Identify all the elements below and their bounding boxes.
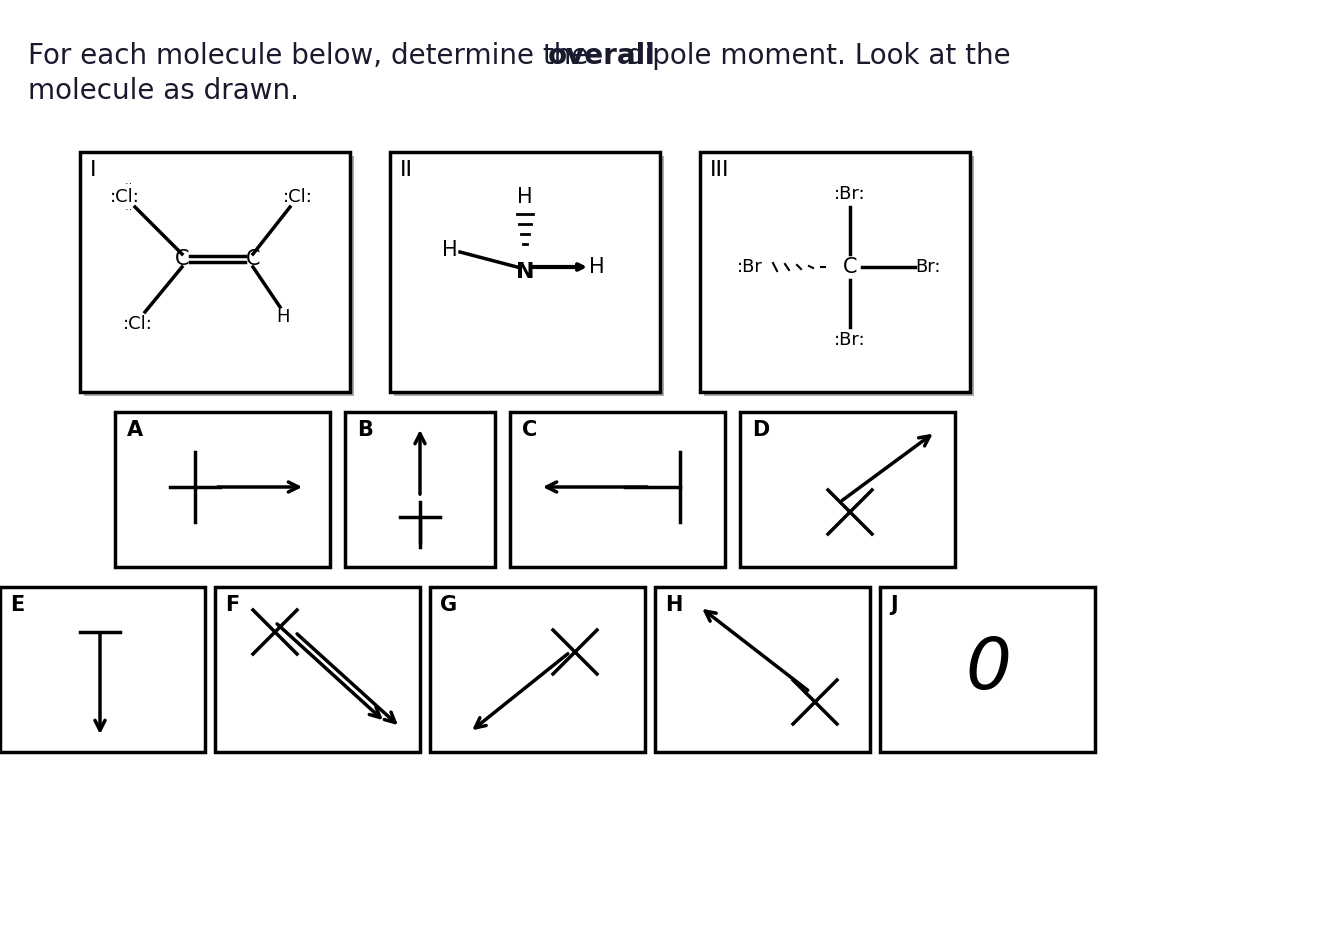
Text: dipole moment. Look at the: dipole moment. Look at the [618,42,1010,70]
Text: Br:: Br: [915,258,941,276]
Text: N: N [515,262,534,282]
Text: ··: ·· [118,179,132,189]
Bar [393,156,664,396]
Bar [429,587,645,752]
Text: overall: overall [549,42,656,70]
Text: C: C [246,249,261,269]
Text: :Br:: :Br: [834,185,866,203]
Bar [345,412,495,567]
Text: :Cl:: :Cl: [110,188,140,206]
Text: J: J [890,595,898,615]
Text: ··: ·· [518,257,526,270]
Text: H: H [518,187,533,207]
Bar [0,587,205,752]
Bar [656,587,870,752]
Bar [704,156,974,396]
Text: B: B [357,420,373,440]
Bar [880,587,1094,752]
Text: H: H [589,257,605,277]
Text: For each molecule below, determine the: For each molecule below, determine the [28,42,597,70]
Bar [80,152,351,392]
Text: molecule as drawn.: molecule as drawn. [28,77,298,105]
Bar [215,587,420,752]
Bar [700,152,970,392]
Text: :Br: :Br [737,258,763,276]
Bar [84,156,355,396]
Text: H: H [442,240,458,260]
Text: H: H [276,308,290,326]
Text: E: E [9,595,24,615]
Text: G: G [440,595,458,615]
Text: ··: ·· [118,205,132,215]
Text: C: C [175,249,189,269]
Text: II: II [400,160,413,180]
Bar [115,412,330,567]
Text: III: III [710,160,729,180]
Bar [510,412,725,567]
Text: H: H [665,595,682,615]
Text: F: F [225,595,240,615]
Text: C: C [843,257,858,277]
Text: 0: 0 [965,634,1012,704]
Bar [740,412,955,567]
Text: :Cl:: :Cl: [284,188,313,206]
Text: A: A [127,420,143,440]
Text: :Br:: :Br: [834,331,866,349]
Text: C: C [522,420,538,440]
Text: :Cl:: :Cl: [123,315,153,333]
Bar [389,152,660,392]
Text: I: I [90,160,96,180]
Text: D: D [752,420,769,440]
